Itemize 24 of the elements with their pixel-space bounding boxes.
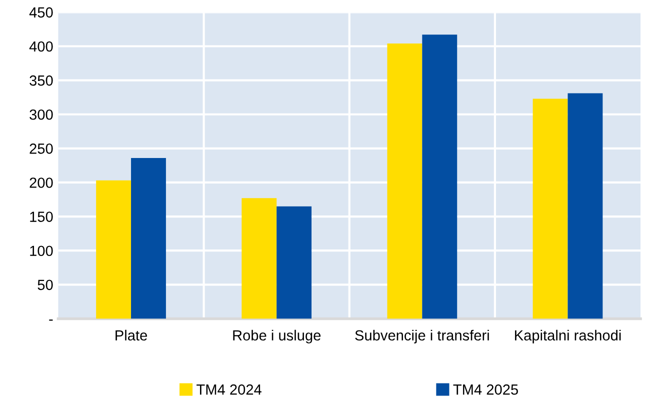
bar <box>568 93 603 319</box>
x-tick-label: Robe i usluge <box>233 330 321 344</box>
y-tick-label: 250 <box>30 144 53 154</box>
bar <box>131 158 166 319</box>
bar <box>276 206 312 319</box>
y-tick-label: 400 <box>29 41 53 52</box>
bar <box>422 34 458 319</box>
bar <box>387 44 422 319</box>
bar <box>96 180 132 319</box>
legend-label: TM4 2024 <box>196 384 262 395</box>
x-tick-label: Kapitalni rashodi <box>515 330 621 344</box>
y-tick-label: 300 <box>30 109 53 120</box>
y-tick-label: - <box>49 320 53 321</box>
bar <box>532 98 568 319</box>
x-tick-label: Plate <box>116 330 147 341</box>
y-tick-label: 200 <box>30 178 53 188</box>
bar <box>242 198 277 319</box>
y-tick-label: 50 <box>38 280 53 290</box>
legend-label: TM4 2025 <box>453 384 518 395</box>
y-tick-label: 450 <box>29 7 53 18</box>
y-tick-label: 150 <box>30 212 53 222</box>
x-tick-label: Subvencije i transferi <box>355 330 489 344</box>
y-tick-label: 100 <box>30 246 53 256</box>
y-tick-label: 350 <box>30 75 53 86</box>
